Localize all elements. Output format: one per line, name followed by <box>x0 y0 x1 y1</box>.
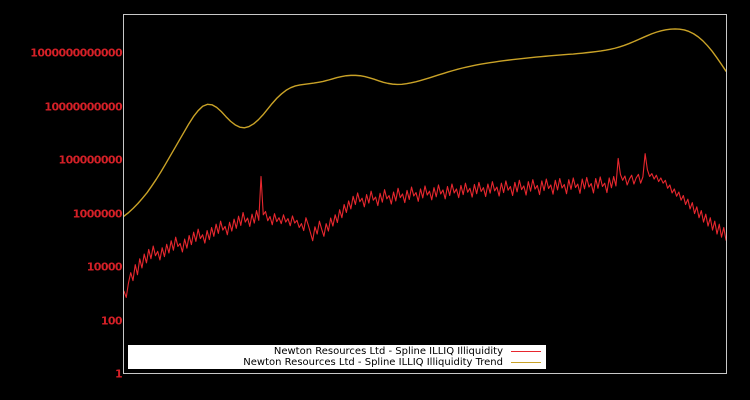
legend-item-illiquidity: Newton Resources Ltd - Spline ILLIQ Illi… <box>129 346 545 357</box>
series-line-illiquidity <box>124 154 726 298</box>
plot-area <box>123 14 727 374</box>
legend-item-trend: Newton Resources Ltd - Spline ILLIQ Illi… <box>129 357 545 368</box>
chart-legend: Newton Resources Ltd - Spline ILLIQ Illi… <box>128 345 546 369</box>
y-axis-tick-100: 100 <box>100 314 123 328</box>
y-axis-tick-10000: 10000 <box>86 260 123 274</box>
legend-swatch-trend <box>511 362 541 363</box>
y-axis-tick-10000000000: 10000000000 <box>44 100 122 114</box>
chart-canvas <box>124 15 726 373</box>
y-axis-tick-1000000: 1000000 <box>72 207 123 221</box>
legend-label-illiquidity: Newton Resources Ltd - Spline ILLIQ Illi… <box>273 346 503 357</box>
legend-swatch-illiquidity <box>511 351 541 352</box>
y-axis-tick-1: 1 <box>114 367 123 381</box>
y-axis-tick-1000000000000: 1000000000000 <box>30 46 122 60</box>
series-line-trend <box>124 29 726 216</box>
y-axis-tick-100000000: 100000000 <box>58 153 123 167</box>
legend-label-trend: Newton Resources Ltd - Spline ILLIQ Illi… <box>243 357 503 368</box>
